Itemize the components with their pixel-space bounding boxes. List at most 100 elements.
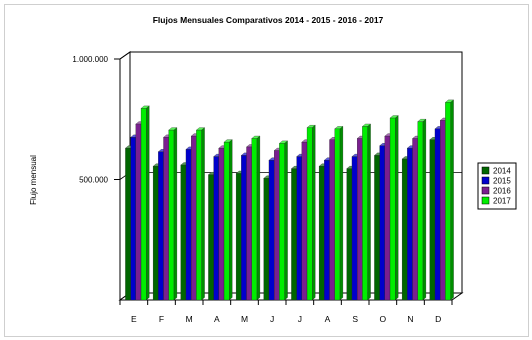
- bar: [278, 140, 288, 301]
- bar-front: [306, 127, 313, 301]
- bar: [306, 124, 316, 301]
- bar-front: [213, 156, 219, 301]
- x-tick-label: F: [159, 314, 164, 324]
- bar-front: [351, 156, 358, 301]
- bar-front: [407, 148, 413, 301]
- bar-front: [251, 138, 258, 301]
- x-tick-label: D: [435, 314, 441, 324]
- legend-swatch: [481, 166, 490, 175]
- x-tick-label: A: [325, 314, 331, 324]
- bar-side: [201, 127, 205, 301]
- bar-front: [296, 156, 302, 301]
- bar-front: [196, 129, 202, 301]
- gridline: [119, 51, 462, 60]
- x-tick-label: M: [241, 314, 248, 324]
- bar-front: [440, 120, 446, 301]
- bar-front: [357, 138, 363, 301]
- legend-label: 2015: [493, 177, 511, 186]
- plot-area: 500.000 1.000.000 E F M A M J J A S O N D: [72, 51, 464, 324]
- chart-title: Flujos Mensuales Comparativos 2014 - 201…: [153, 15, 384, 25]
- bar-front: [389, 117, 396, 301]
- bar-front: [429, 139, 436, 301]
- bar: [140, 105, 150, 301]
- bar-front: [140, 108, 147, 301]
- bar-front: [180, 164, 187, 301]
- legend-swatch: [481, 176, 490, 185]
- bar-front: [291, 168, 297, 301]
- y-axis-label: Flujo mensual: [29, 155, 38, 205]
- bar-front: [152, 166, 159, 301]
- legend-swatch: [481, 186, 490, 195]
- bar-front: [346, 168, 353, 301]
- x-tick-label: A: [214, 314, 220, 324]
- x-tick-label: O: [380, 314, 387, 324]
- bar-front: [191, 135, 197, 301]
- bar-front: [185, 149, 192, 301]
- bar-front: [135, 123, 142, 301]
- bar-front: [208, 174, 214, 301]
- bar: [168, 127, 178, 301]
- bar-front: [329, 139, 335, 301]
- bar-front: [158, 151, 164, 301]
- bar-front: [401, 158, 408, 301]
- x-tick-label: J: [298, 314, 302, 324]
- bar: [251, 135, 261, 301]
- bar-front: [417, 121, 424, 301]
- bar-side: [173, 127, 178, 301]
- y-tick-label: 500.000: [79, 176, 108, 185]
- bar: [444, 99, 454, 301]
- x-tick-label: J: [270, 314, 274, 324]
- bar-front: [274, 150, 280, 301]
- bar-front: [268, 160, 275, 301]
- y-tick-label: 1.000.000: [72, 55, 108, 64]
- bar-front: [223, 141, 230, 301]
- bar: [361, 123, 371, 301]
- legend-label: 2016: [493, 187, 511, 196]
- bar-front: [263, 178, 270, 301]
- x-tick-label: S: [352, 314, 358, 324]
- bar-front: [301, 141, 308, 301]
- bar-front: [324, 160, 330, 301]
- bar-front: [412, 138, 418, 301]
- bar-front: [246, 146, 252, 301]
- bar-front: [362, 126, 368, 301]
- legend-label: 2014: [493, 167, 511, 176]
- legend-label: 2017: [493, 197, 511, 206]
- bar-side: [146, 105, 150, 301]
- bar-side: [256, 135, 261, 301]
- bar-front: [235, 173, 242, 301]
- bar-side: [450, 99, 454, 301]
- bar-side: [229, 139, 233, 301]
- x-tick-label: M: [186, 314, 193, 324]
- bar-side: [312, 124, 316, 301]
- bar-front: [163, 137, 169, 301]
- bar-side: [395, 115, 399, 301]
- bar: [195, 127, 205, 301]
- bar-front: [241, 155, 247, 301]
- bar-front: [279, 143, 285, 301]
- x-tick-label: E: [131, 314, 137, 324]
- bar-side: [422, 118, 427, 301]
- bar-front: [318, 166, 325, 301]
- bar: [389, 115, 399, 301]
- bar-front: [445, 102, 451, 301]
- bar: [417, 118, 427, 301]
- bar: [223, 139, 233, 301]
- bar-side: [284, 140, 288, 301]
- bar-front: [374, 155, 380, 301]
- bar-front: [218, 148, 225, 301]
- legend-swatch: [481, 196, 490, 205]
- bar-side: [367, 123, 371, 301]
- bar-front: [384, 135, 391, 301]
- bar-front: [379, 145, 385, 301]
- bar-side: [339, 126, 344, 301]
- x-tick-label: N: [407, 314, 413, 324]
- bar-front: [434, 128, 441, 301]
- bar-front: [168, 129, 175, 301]
- bar: [334, 126, 344, 301]
- bar-front: [125, 148, 131, 301]
- bar-front: [334, 128, 341, 301]
- bar-front: [130, 137, 136, 301]
